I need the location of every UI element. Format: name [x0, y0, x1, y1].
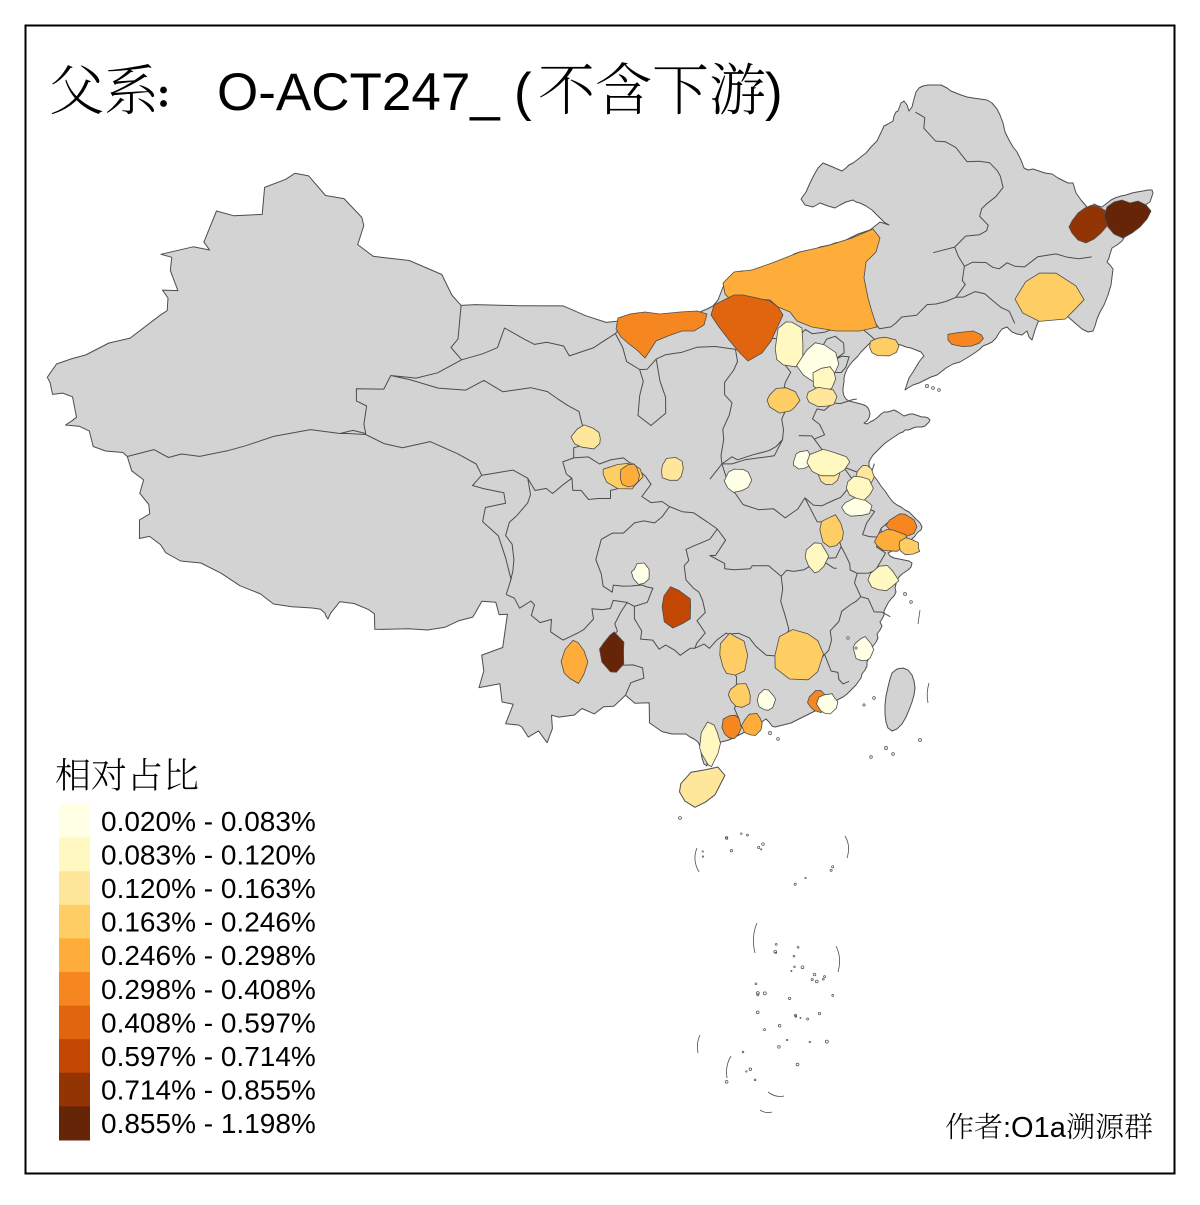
svg-text:0.083% - 0.120%: 0.083% - 0.120% [101, 839, 316, 870]
svg-text:0.020% - 0.083%: 0.020% - 0.083% [101, 806, 316, 837]
svg-text::O1a: :O1a [1003, 1112, 1067, 1144]
svg-text:0.714% - 0.855%: 0.714% - 0.855% [101, 1075, 316, 1106]
svg-text:0.246% - 0.298%: 0.246% - 0.298% [101, 940, 316, 971]
svg-text:0.408% - 0.597%: 0.408% - 0.597% [101, 1007, 316, 1038]
svg-text:O-ACT247_: O-ACT247_ [217, 63, 501, 122]
svg-text:0.163% - 0.246%: 0.163% - 0.246% [101, 907, 316, 938]
svg-text:0.298% - 0.408%: 0.298% - 0.408% [101, 974, 316, 1005]
svg-text:): ) [765, 63, 783, 122]
svg-text:0.120% - 0.163%: 0.120% - 0.163% [101, 873, 316, 904]
svg-text:0.855% - 1.198%: 0.855% - 1.198% [101, 1108, 316, 1139]
svg-text:0.597% - 0.714%: 0.597% - 0.714% [101, 1041, 316, 1072]
svg-text:(: ( [514, 63, 532, 122]
